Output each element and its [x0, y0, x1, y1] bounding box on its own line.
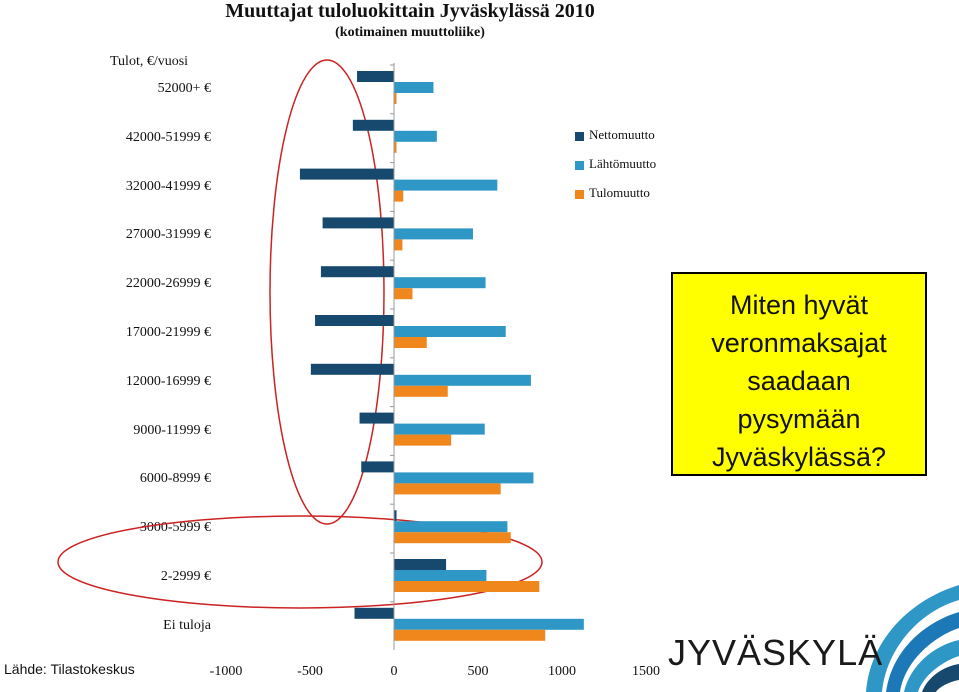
category-label: 27000-31999 €: [125, 227, 211, 243]
bar-nettomuutto: [394, 559, 447, 570]
bar-l-ht-muutto: [394, 130, 437, 142]
callout-line: saadaan: [747, 366, 851, 396]
bar-nettomuutto: [322, 217, 394, 229]
bar-nettomuutto: [310, 363, 394, 375]
bar-nettomuutto: [315, 315, 394, 326]
category-label: 12000-16999 €: [125, 373, 211, 389]
bar-l-ht-muutto: [394, 228, 473, 240]
callout-box: Miten hyvät veronmaksajat saadaan pysymä…: [671, 272, 927, 476]
x-tick-label: 500: [467, 664, 489, 679]
bar-l-ht-muutto: [394, 472, 534, 484]
bar-l-ht-muutto: [394, 326, 506, 337]
bar-tulomuutto: [394, 581, 540, 592]
bar-l-ht-muutto: [394, 179, 498, 191]
bar-tulomuutto: [394, 434, 452, 446]
x-tick-label: 0: [390, 664, 398, 679]
bar-tulomuutto: [394, 190, 404, 202]
category-label: 42000-51999 €: [125, 129, 211, 145]
chart-title: Muuttajat tuloluokittain Jyväskylässä 20…: [225, 0, 595, 22]
x-tick-label: 1000: [548, 664, 576, 679]
legend-item-nettomuutto: Nettomuutto: [575, 127, 655, 143]
category-label: Ei tuloja: [163, 617, 211, 633]
chart-subtitle: (kotimainen muuttoliike): [335, 25, 485, 40]
legend-label: Nettomuutto: [589, 127, 655, 142]
bar-l-ht-muutto: [394, 570, 487, 581]
callout-line: Miten hyvät: [729, 290, 869, 320]
bar-tulomuutto: [394, 483, 501, 495]
highlight-ellipse-net-outflow: [269, 59, 385, 525]
bar-tulomuutto: [394, 288, 413, 300]
x-tick-label: -500: [297, 664, 323, 679]
legend-item-tulomuutto: Tulomuutto: [575, 185, 650, 201]
category-label: 52000+ €: [157, 81, 211, 96]
category-label: 9000-11999 €: [133, 422, 211, 438]
bar-l-ht-muutto: [394, 82, 434, 93]
highlight-ellipse-low-income: [57, 515, 543, 609]
bar-nettomuutto: [354, 607, 394, 619]
bar-tulomuutto: [394, 385, 448, 397]
bar-nettomuutto: [352, 119, 394, 131]
x-tick-label: -1000: [209, 664, 243, 679]
callout-line: Jyväskylässä?: [711, 442, 887, 472]
legend-swatch: [575, 160, 584, 170]
category-label: 6000-8999 €: [139, 471, 211, 487]
bar-tulomuutto: [394, 93, 397, 104]
bar-l-ht-muutto: [394, 618, 584, 630]
bar-nettomuutto: [320, 266, 394, 278]
bar-nettomuutto: [357, 71, 394, 82]
jyvaskyla-logo-text: JYVÄSKYLÄ: [668, 632, 884, 673]
bar-l-ht-muutto: [394, 423, 485, 435]
bar-l-ht-muutto: [394, 277, 486, 289]
legend-label: Lähtömuutto: [589, 156, 657, 171]
legend-swatch: [575, 189, 584, 199]
bar-tulomuutto: [394, 239, 403, 251]
bar-nettomuutto: [359, 412, 394, 424]
legend-swatch: [575, 131, 584, 141]
callout-line: pysymään: [737, 404, 861, 434]
legend-label: Tulomuutto: [589, 185, 650, 200]
category-label: 22000-26999 €: [125, 276, 211, 292]
bar-tulomuutto: [394, 629, 546, 641]
jyvaskyla-logo-wave: [866, 585, 959, 692]
callout-line: veronmaksajat: [711, 328, 887, 358]
bar-tulomuutto: [394, 337, 427, 348]
bar-nettomuutto: [394, 510, 397, 522]
bar-tulomuutto: [394, 532, 511, 544]
bar-l-ht-muutto: [394, 521, 508, 533]
category-label: 2-2999 €: [160, 569, 211, 584]
category-label: 32000-41999 €: [125, 178, 211, 194]
source-note: Lähde: Tilastokeskus: [4, 661, 135, 677]
legend-item-lahtomuutto: Lähtömuutto: [575, 156, 656, 172]
bar-nettomuutto: [361, 461, 394, 473]
category-label: 3000-5999 €: [139, 520, 211, 536]
bar-l-ht-muutto: [394, 374, 531, 386]
bar-tulomuutto: [394, 141, 397, 153]
category-label: 17000-21999 €: [125, 325, 211, 340]
x-tick-label: 1500: [632, 664, 660, 679]
bar-nettomuutto: [299, 168, 394, 180]
y-axis-label: Tulot, €/vuosi: [110, 54, 189, 69]
